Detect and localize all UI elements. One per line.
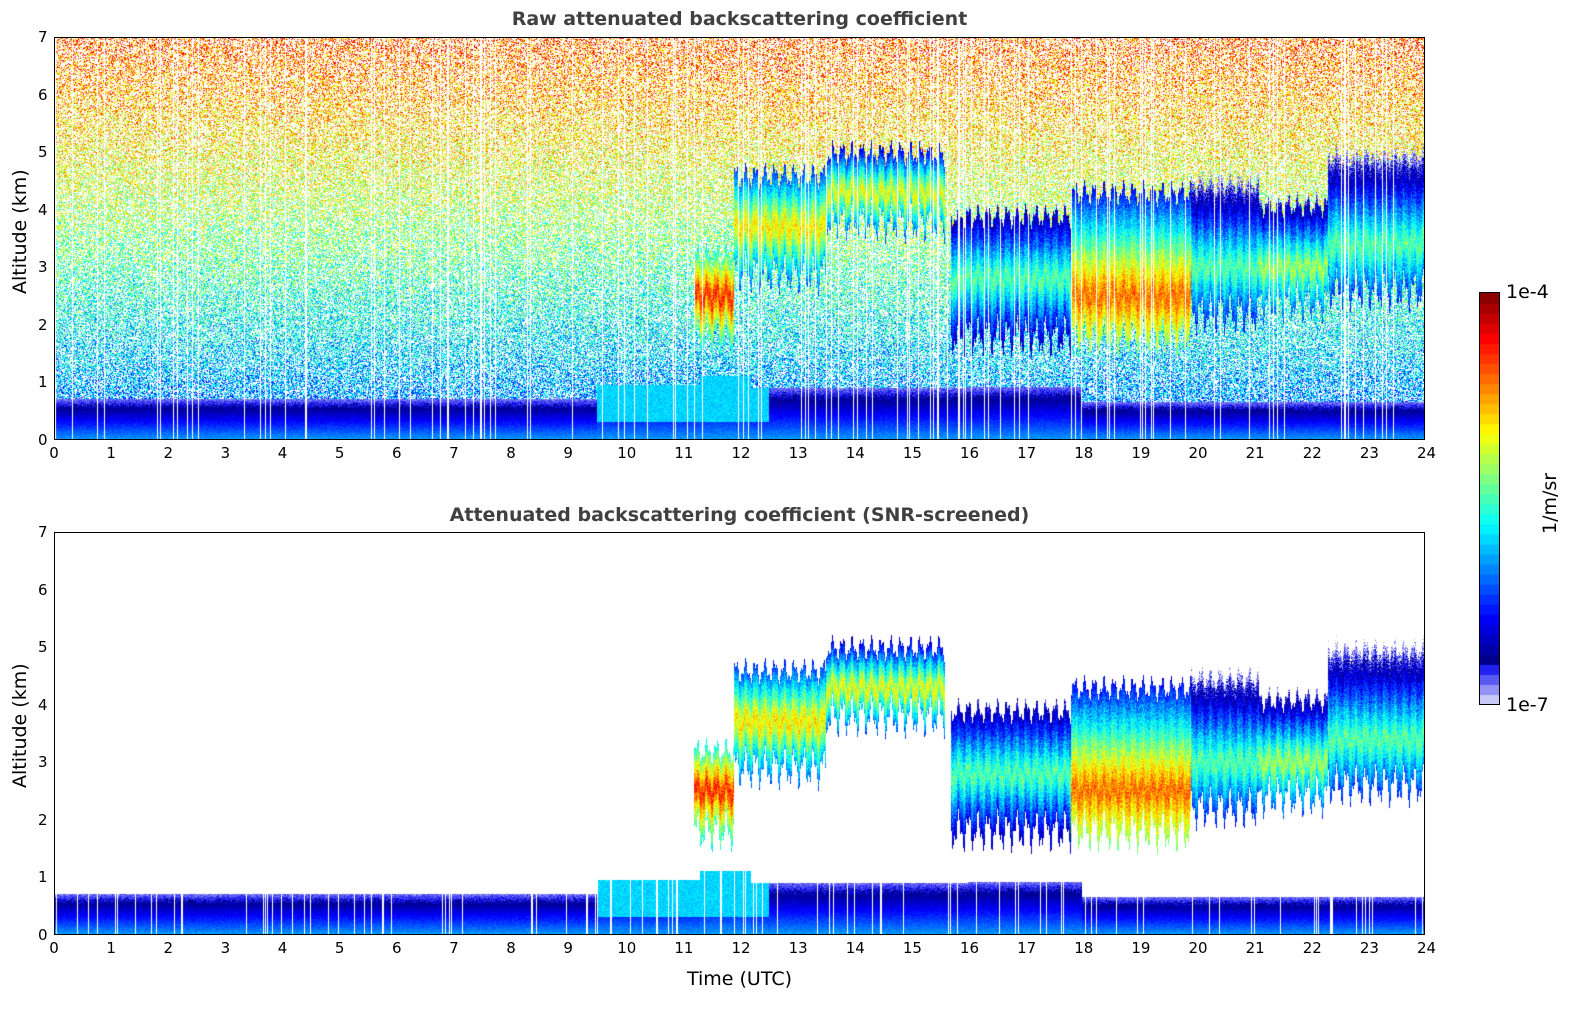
y-tick-label: 2 xyxy=(38,810,48,829)
x-tick-label: 4 xyxy=(277,444,288,462)
x-tick-label: 23 xyxy=(1359,939,1379,957)
y-tick-label: 6 xyxy=(38,85,48,104)
y-tick-label: 5 xyxy=(38,143,48,162)
x-tick-label: 7 xyxy=(449,939,459,957)
chart-title-raw: Raw attenuated backscattering coefficien… xyxy=(511,8,968,30)
y-tick-label: 0 xyxy=(38,926,48,944)
plot-area-raw xyxy=(54,37,1425,440)
x-tick-label: 20 xyxy=(1188,939,1208,957)
x-tick-label: 11 xyxy=(674,444,694,462)
colorbar-canvas xyxy=(1480,293,1499,704)
x-tick-label: 23 xyxy=(1359,444,1379,462)
x-tick-label: 0 xyxy=(49,444,59,462)
colorbar-gradient xyxy=(1479,292,1500,705)
x-tick-label: 21 xyxy=(1245,444,1265,462)
x-tick-label: 11 xyxy=(674,939,694,957)
x-tick-label: 10 xyxy=(617,939,637,957)
x-tick-label: 10 xyxy=(617,444,637,462)
x-tick-label: 17 xyxy=(1017,939,1037,957)
x-tick-label: 12 xyxy=(731,939,751,957)
colorbar-max-label: 1e-4 xyxy=(1506,281,1549,303)
x-axis-label: Time (UTC) xyxy=(686,968,793,990)
x-tick-label: 16 xyxy=(960,444,980,462)
x-tick-label: 19 xyxy=(1131,939,1151,957)
x-tick-label: 21 xyxy=(1245,939,1265,957)
y-tick-label: 7 xyxy=(38,523,48,541)
y-tick-label: 6 xyxy=(38,580,48,599)
x-tick-label: 0 xyxy=(49,939,59,957)
x-tick-label: 14 xyxy=(845,939,865,957)
x-tick-label: 9 xyxy=(563,939,573,957)
x-tick-label: 17 xyxy=(1017,444,1037,462)
y-tick-label: 1 xyxy=(38,373,48,392)
y-tick-label: 5 xyxy=(38,638,48,657)
x-tick-label: 15 xyxy=(902,444,922,462)
x-tick-label: 22 xyxy=(1302,444,1322,462)
x-tick-label: 16 xyxy=(960,939,980,957)
colorbar-min-label: 1e-7 xyxy=(1506,694,1549,716)
x-tick-label: 6 xyxy=(391,939,402,957)
x-tick-label: 14 xyxy=(845,444,865,462)
y-tick-label: 3 xyxy=(38,753,48,772)
x-tick-label: 6 xyxy=(391,444,402,462)
x-tick-label: 15 xyxy=(902,939,922,957)
x-tick-label: 9 xyxy=(563,444,573,462)
x-tick-label: 8 xyxy=(506,444,516,462)
x-tick-label: 19 xyxy=(1131,444,1151,462)
x-tick-label: 24 xyxy=(1417,939,1437,957)
x-tick-label: 2 xyxy=(163,939,174,957)
y-axis-label-screened: Altitude (km) xyxy=(9,663,31,788)
x-tick-label: 7 xyxy=(449,444,459,462)
y-tick-label: 4 xyxy=(38,695,48,714)
x-tick-label: 13 xyxy=(788,939,808,957)
y-tick-label: 4 xyxy=(38,200,48,219)
x-tick-label: 12 xyxy=(731,444,751,462)
x-tick-label: 22 xyxy=(1302,939,1322,957)
plot-area-screened xyxy=(54,532,1425,935)
x-tick-label: 5 xyxy=(334,939,345,957)
y-axis-label-raw: Altitude (km) xyxy=(9,169,31,294)
y-tick-label: 3 xyxy=(38,258,48,277)
x-tick-label: 24 xyxy=(1417,444,1437,462)
x-tick-label: 4 xyxy=(277,939,288,957)
x-tick-label: 3 xyxy=(220,939,231,957)
x-tick-label: 1 xyxy=(106,444,116,462)
heatmap-raw xyxy=(55,38,1424,439)
x-tick-label: 5 xyxy=(334,444,345,462)
y-tick-label: 1 xyxy=(38,868,48,887)
y-tick-label: 7 xyxy=(38,28,48,46)
y-tick-label: 0 xyxy=(38,431,48,449)
x-tick-label: 13 xyxy=(788,444,808,462)
x-tick-label: 18 xyxy=(1074,939,1094,957)
x-tick-label: 8 xyxy=(506,939,516,957)
x-tick-label: 3 xyxy=(220,444,231,462)
chart-title-screened: Attenuated backscattering coefficient (S… xyxy=(449,504,1030,526)
x-tick-label: 18 xyxy=(1074,444,1094,462)
x-tick-label: 2 xyxy=(163,444,174,462)
x-tick-label: 20 xyxy=(1188,444,1208,462)
heatmap-screened xyxy=(55,533,1424,934)
x-tick-label: 1 xyxy=(106,939,116,957)
colorbar-unit-label: 1/m/sr xyxy=(1539,472,1561,534)
y-tick-label: 2 xyxy=(38,315,48,334)
